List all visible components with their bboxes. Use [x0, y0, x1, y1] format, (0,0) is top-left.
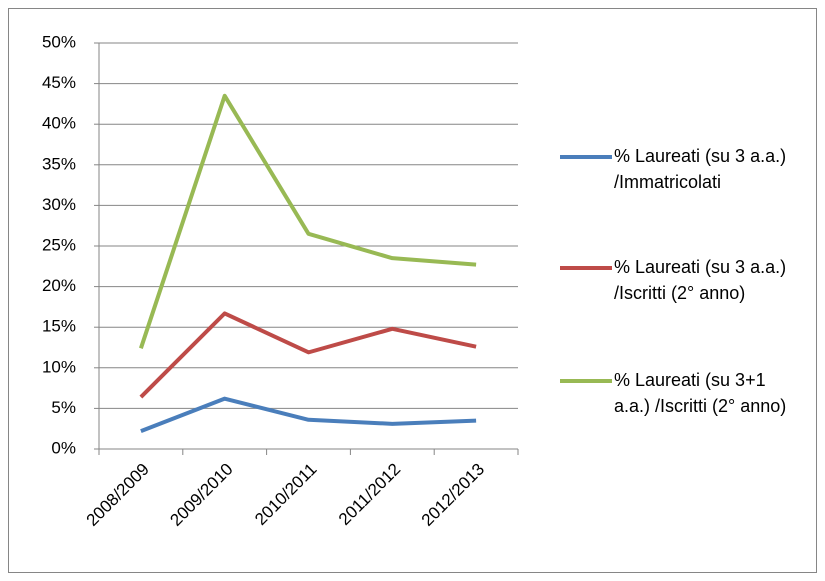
y-tick-label: 50% [42, 32, 76, 51]
y-tick-label: 25% [42, 235, 76, 254]
data-line [139, 311, 477, 399]
y-tick-label: 5% [51, 398, 76, 417]
y-tick-label: 10% [42, 357, 76, 376]
legend-label: % Laureati (su 3 a.a.) /Immatricolati [614, 146, 787, 192]
chart-frame [8, 8, 817, 573]
y-tick-label: 35% [42, 154, 76, 173]
y-tick-label: 30% [42, 195, 76, 214]
y-tick-label: 45% [42, 73, 76, 92]
y-tick-label: 0% [51, 438, 76, 457]
data-line [139, 93, 477, 349]
legend-label: % Laureati (su 3 a.a.) /Iscritti (2° ann… [614, 257, 787, 303]
legend-label: % Laureati (su 3+1 a.a.) /Iscritti (2° a… [614, 370, 787, 416]
data-line [140, 396, 477, 434]
y-tick-label: 15% [42, 317, 76, 336]
y-tick-label: 40% [42, 114, 76, 133]
y-tick-label: 20% [42, 276, 76, 295]
